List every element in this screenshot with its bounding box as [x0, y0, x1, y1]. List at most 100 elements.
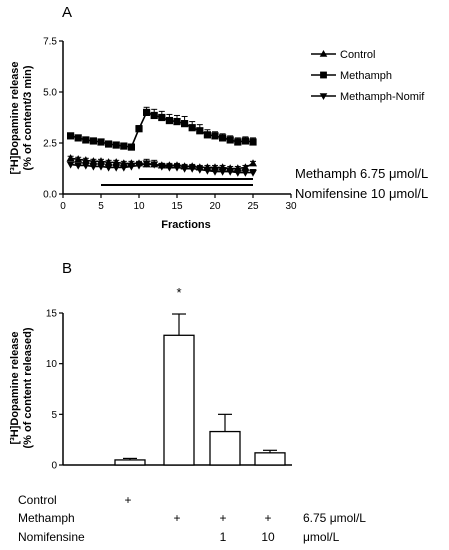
- series-methamph-point: [74, 134, 82, 142]
- series-methamph-nomif-point: [203, 167, 212, 175]
- series-methamph-nomif-point: [150, 161, 159, 169]
- series-methamph-point: [135, 125, 143, 133]
- bar-1: [163, 334, 195, 466]
- series-control-point: [97, 157, 105, 165]
- panel-a-legend: Control Methamph Methamph-Nomif: [311, 49, 425, 103]
- series-methamph-nomif-point: [165, 164, 174, 172]
- series-methamph-point: [211, 132, 219, 140]
- legend-methamph-nomif-label: Methamph-Nomif: [340, 91, 425, 103]
- condition-cell-2-3: 10: [261, 530, 275, 544]
- series-methamph-nomif-point: [233, 169, 242, 177]
- series-methamph-point: [97, 138, 105, 146]
- series-methamph-nomif-point: [97, 163, 105, 171]
- condition-row-label-0: Control: [18, 493, 57, 507]
- legend-control-marker: [319, 50, 328, 57]
- series-methamph-point: [249, 138, 257, 146]
- series-control-point: [81, 156, 90, 164]
- series-methamph-point: [219, 134, 227, 142]
- series-methamph-point: [67, 132, 75, 140]
- bar-3: [254, 452, 286, 466]
- panel-a-x-tick-label: 5: [98, 201, 104, 212]
- panel-a-x-tick-label: 20: [209, 201, 221, 212]
- series-methamph-point: [165, 116, 173, 125]
- panel-a-x-tick-label: 30: [285, 201, 297, 212]
- series-methamph-point: [120, 142, 128, 150]
- series-control-point: [74, 155, 83, 163]
- panel-b-y-axis-label-line2: (% of content released): [22, 327, 34, 448]
- series-methamph-point: [105, 140, 113, 148]
- treatment-label-0: Methamph 6.75 μmol/L: [295, 166, 428, 181]
- legend-methamph-marker: [320, 71, 327, 79]
- condition-cell-1-1: +: [173, 511, 180, 525]
- series-methamph-nomif-point: [180, 165, 189, 173]
- series-methamph-nomif-point: [104, 164, 113, 172]
- condition-unit-2: μmol/L: [303, 530, 340, 544]
- panel-a-y-axis-label-line1: [³H]Dopamine release: [9, 61, 21, 174]
- panel-a-y-tick-label: 2.5: [43, 139, 57, 150]
- series-methamph-nomif-point: [127, 163, 136, 171]
- series-methamph-point: [226, 136, 234, 144]
- bar-2: [209, 430, 241, 466]
- panel-a-label: A: [62, 4, 72, 21]
- series-methamph-point: [112, 141, 120, 149]
- panel-a-y-tick-label: 0.0: [43, 190, 57, 201]
- panel-a-series: [66, 106, 257, 177]
- series-methamph-point: [181, 120, 189, 128]
- series-methamph-nomif-point: [119, 164, 128, 172]
- bar-1-significance: *: [176, 285, 181, 300]
- series-methamph-nomif-point: [89, 163, 98, 171]
- series-methamph-nomif-point: [66, 161, 75, 169]
- treatment-label-1: Nomifensine 10 μmol/L: [295, 186, 428, 201]
- series-methamph-point: [188, 124, 196, 132]
- condition-cell-1-2: +: [219, 511, 226, 525]
- series-methamph-point: [89, 137, 97, 145]
- panel-b-y-tick-label: 15: [46, 309, 58, 320]
- series-control-point: [249, 159, 257, 167]
- panel-a-x-tick-label: 15: [171, 201, 183, 212]
- series-methamph-nomif-point: [249, 169, 257, 177]
- series-methamph-point: [158, 113, 166, 122]
- panel-a-y-axis-label-line2: (% of content/3 min): [22, 65, 34, 170]
- bar-0: [114, 459, 146, 466]
- panel-b-y-axis-label: [³H]Dopamine release (% of content relea…: [9, 327, 34, 448]
- panel-b-y-tick-label: 10: [46, 359, 58, 370]
- panel-a-treatment-bars: Methamph 6.75 μmol/L Nomifensine 10 μmol/…: [101, 166, 428, 201]
- condition-cell-1-3: +: [264, 511, 271, 525]
- condition-unit-1: 6.75 μmol/L: [303, 511, 366, 525]
- series-control-point: [112, 158, 121, 166]
- series-methamph-point: [127, 143, 135, 151]
- series-control-point: [104, 158, 113, 166]
- panel-b-condition-table: Control + Methamph + + +6.75 μmol/L Nomifensin…: [18, 493, 366, 544]
- condition-cell-2-2: 1: [220, 530, 227, 544]
- series-methamph-nomif-point: [173, 164, 181, 172]
- series-methamph-point: [173, 117, 181, 126]
- series-control-point: [241, 163, 250, 171]
- panel-b-y-axis-label-line1: [³H]Dopamine release: [9, 331, 21, 444]
- series-methamph-point: [143, 108, 151, 116]
- series-methamph-nomif-point: [211, 168, 219, 176]
- series-methamph-point: [150, 111, 158, 120]
- panel-a-axes: 0.0 2.5 5.0 7.5 0 5 10 15 20 25 30: [43, 37, 297, 213]
- series-methamph-nomif-point: [226, 168, 235, 176]
- series-methamph-point: [196, 127, 204, 135]
- series-control-point: [66, 154, 75, 162]
- series-methamph-nomif-point: [188, 165, 197, 173]
- series-methamph-nomif-point: [157, 163, 166, 171]
- panel-a-x-tick-label: 25: [247, 201, 259, 212]
- series-methamph-nomif-point: [218, 168, 227, 176]
- series-methamph-point: [203, 131, 211, 139]
- series-methamph-nomif-point: [195, 166, 204, 174]
- condition-row-label-2: Nomifensine: [18, 530, 85, 544]
- panel-a-y-tick-label: 7.5: [43, 37, 57, 48]
- series-methamph-nomif-point: [81, 162, 90, 170]
- panel-a-y-axis-label: [³H]Dopamine release (% of content/3 min…: [9, 61, 34, 174]
- series-methamph-nomif-point: [112, 164, 121, 172]
- condition-cell-0-0: +: [124, 493, 131, 507]
- legend-control-label: Control: [340, 49, 375, 61]
- series-control-point: [89, 157, 98, 165]
- series-methamph-nomif-point: [241, 169, 250, 177]
- legend-methamph-label: Methamph: [340, 70, 392, 82]
- legend-methamph-nomif-marker: [319, 93, 328, 100]
- series-methamph-nomif-point: [74, 162, 83, 170]
